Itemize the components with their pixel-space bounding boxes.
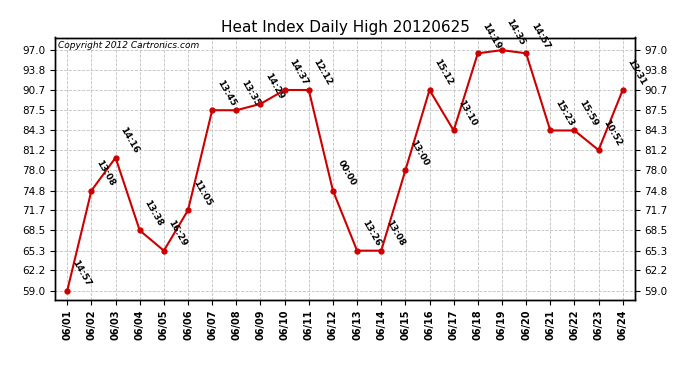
Text: 13:45: 13:45	[215, 78, 237, 108]
Text: 13:35: 13:35	[239, 78, 262, 108]
Text: 12:12: 12:12	[312, 58, 334, 87]
Text: 13:08: 13:08	[95, 159, 116, 188]
Text: Copyright 2012 Cartronics.com: Copyright 2012 Cartronics.com	[58, 42, 199, 51]
Text: 14:35: 14:35	[505, 18, 527, 47]
Text: 14:16: 14:16	[119, 126, 141, 155]
Text: 00:00: 00:00	[336, 159, 357, 188]
Text: 15:23: 15:23	[553, 98, 575, 128]
Text: 15:12: 15:12	[433, 58, 455, 87]
Text: 14:57: 14:57	[529, 21, 551, 51]
Text: 16:29: 16:29	[167, 219, 189, 248]
Text: 13:10: 13:10	[457, 99, 478, 128]
Text: 13:00: 13:00	[408, 138, 430, 168]
Text: 11:05: 11:05	[191, 178, 213, 207]
Title: Heat Index Daily High 20120625: Heat Index Daily High 20120625	[221, 20, 469, 35]
Text: 13:31: 13:31	[626, 58, 648, 87]
Text: 14:29: 14:29	[264, 72, 286, 101]
Text: 13:26: 13:26	[360, 219, 382, 248]
Text: 10:52: 10:52	[602, 118, 623, 147]
Text: 15:59: 15:59	[578, 98, 600, 128]
Text: 13:38: 13:38	[143, 198, 165, 228]
Text: 13:08: 13:08	[384, 219, 406, 248]
Text: 14:37: 14:37	[288, 58, 310, 87]
Text: 14:19: 14:19	[481, 21, 503, 51]
Text: 14:57: 14:57	[70, 258, 92, 288]
